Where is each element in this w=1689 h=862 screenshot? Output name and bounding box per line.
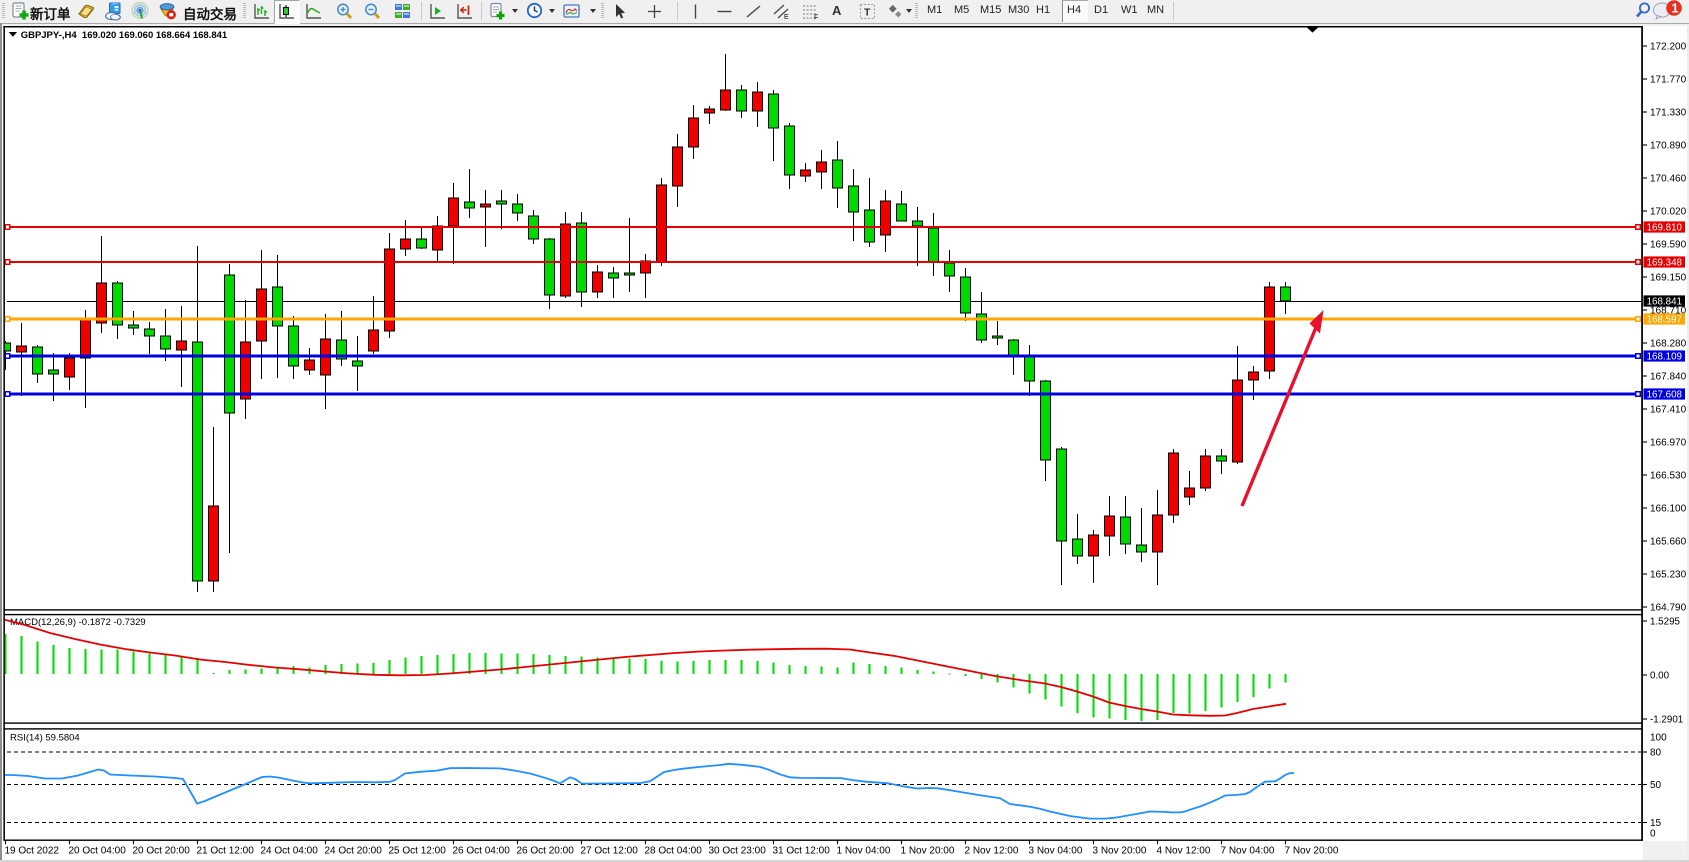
svg-text:166.970: 166.970 xyxy=(1650,438,1687,449)
svg-text:-1.2901: -1.2901 xyxy=(1650,715,1683,726)
svg-text:7 Nov 04:00: 7 Nov 04:00 xyxy=(1221,846,1275,857)
svg-text:MACD(12,26,9) -0.1872 -0.7329: MACD(12,26,9) -0.1872 -0.7329 xyxy=(10,617,146,628)
svg-text:20 Oct 20:00: 20 Oct 20:00 xyxy=(133,846,191,857)
svg-text:170.460: 170.460 xyxy=(1650,174,1687,185)
svg-text:1 Nov 20:00: 1 Nov 20:00 xyxy=(901,846,955,857)
svg-text:166.530: 166.530 xyxy=(1650,471,1687,482)
svg-text:T: T xyxy=(864,7,871,19)
svg-text:166.100: 166.100 xyxy=(1650,504,1687,515)
svg-text:2 Nov 12:00: 2 Nov 12:00 xyxy=(965,846,1019,857)
svg-text:15: 15 xyxy=(1650,818,1662,829)
svg-text:168.841: 168.841 xyxy=(1647,297,1682,308)
svg-text:167.840: 167.840 xyxy=(1650,372,1687,383)
svg-text:4 Nov 12:00: 4 Nov 12:00 xyxy=(1157,846,1211,857)
svg-text:31 Oct 12:00: 31 Oct 12:00 xyxy=(773,846,831,857)
svg-text:26 Oct 04:00: 26 Oct 04:00 xyxy=(453,846,511,857)
svg-text:21 Oct 12:00: 21 Oct 12:00 xyxy=(197,846,255,857)
svg-text:26 Oct 20:00: 26 Oct 20:00 xyxy=(517,846,575,857)
svg-text:1: 1 xyxy=(1672,1,1679,15)
svg-text:3 Nov 04:00: 3 Nov 04:00 xyxy=(1029,846,1083,857)
svg-text:168.597: 168.597 xyxy=(1647,315,1682,326)
svg-text:E: E xyxy=(784,14,789,21)
svg-text:1 Nov 04:00: 1 Nov 04:00 xyxy=(837,846,891,857)
svg-text:RSI(14) 59.5804: RSI(14) 59.5804 xyxy=(10,733,80,744)
svg-text:171.770: 171.770 xyxy=(1650,75,1687,86)
svg-text:24 Oct 20:00: 24 Oct 20:00 xyxy=(325,846,383,857)
svg-text:F: F xyxy=(814,15,818,22)
svg-text:169.590: 169.590 xyxy=(1650,240,1687,251)
svg-text:25 Oct 12:00: 25 Oct 12:00 xyxy=(389,846,447,857)
svg-text:0: 0 xyxy=(1650,829,1656,840)
svg-text:170.020: 170.020 xyxy=(1650,207,1687,218)
svg-text:168.280: 168.280 xyxy=(1650,339,1687,350)
svg-text:167.410: 167.410 xyxy=(1650,405,1687,416)
svg-text:168.710: 168.710 xyxy=(1650,306,1687,317)
svg-text:20 Oct 04:00: 20 Oct 04:00 xyxy=(69,846,127,857)
svg-text:165.230: 165.230 xyxy=(1650,570,1687,581)
svg-text:169.150: 169.150 xyxy=(1650,273,1687,284)
svg-text:50: 50 xyxy=(1650,780,1662,791)
svg-text:172.200: 172.200 xyxy=(1650,42,1687,53)
svg-text:3 Nov 20:00: 3 Nov 20:00 xyxy=(1093,846,1147,857)
svg-text:7 Nov 20:00: 7 Nov 20:00 xyxy=(1285,846,1339,857)
svg-text:GBPJPY-,H4 169.020 169.060 16: GBPJPY-,H4 169.020 169.060 168.664 168.8… xyxy=(21,30,228,41)
svg-text:168.109: 168.109 xyxy=(1647,352,1682,363)
svg-text:171.330: 171.330 xyxy=(1650,108,1687,119)
svg-text:0.00: 0.00 xyxy=(1650,671,1670,682)
svg-text:28 Oct 04:00: 28 Oct 04:00 xyxy=(645,846,703,857)
svg-text:169.348: 169.348 xyxy=(1647,258,1683,269)
svg-text:80: 80 xyxy=(1650,748,1662,759)
svg-text:1.5295: 1.5295 xyxy=(1650,617,1681,628)
svg-text:27 Oct 12:00: 27 Oct 12:00 xyxy=(581,846,639,857)
svg-text:100: 100 xyxy=(1650,733,1667,744)
svg-text:169.810: 169.810 xyxy=(1647,223,1683,234)
svg-text:24 Oct 04:00: 24 Oct 04:00 xyxy=(261,846,319,857)
svg-text:30 Oct 23:00: 30 Oct 23:00 xyxy=(709,846,767,857)
svg-text:170.890: 170.890 xyxy=(1650,141,1687,152)
svg-text:164.790: 164.790 xyxy=(1650,603,1687,614)
svg-text:19 Oct 2022: 19 Oct 2022 xyxy=(5,846,60,857)
svg-text:167.608: 167.608 xyxy=(1647,390,1683,401)
svg-text:165.660: 165.660 xyxy=(1650,537,1687,548)
